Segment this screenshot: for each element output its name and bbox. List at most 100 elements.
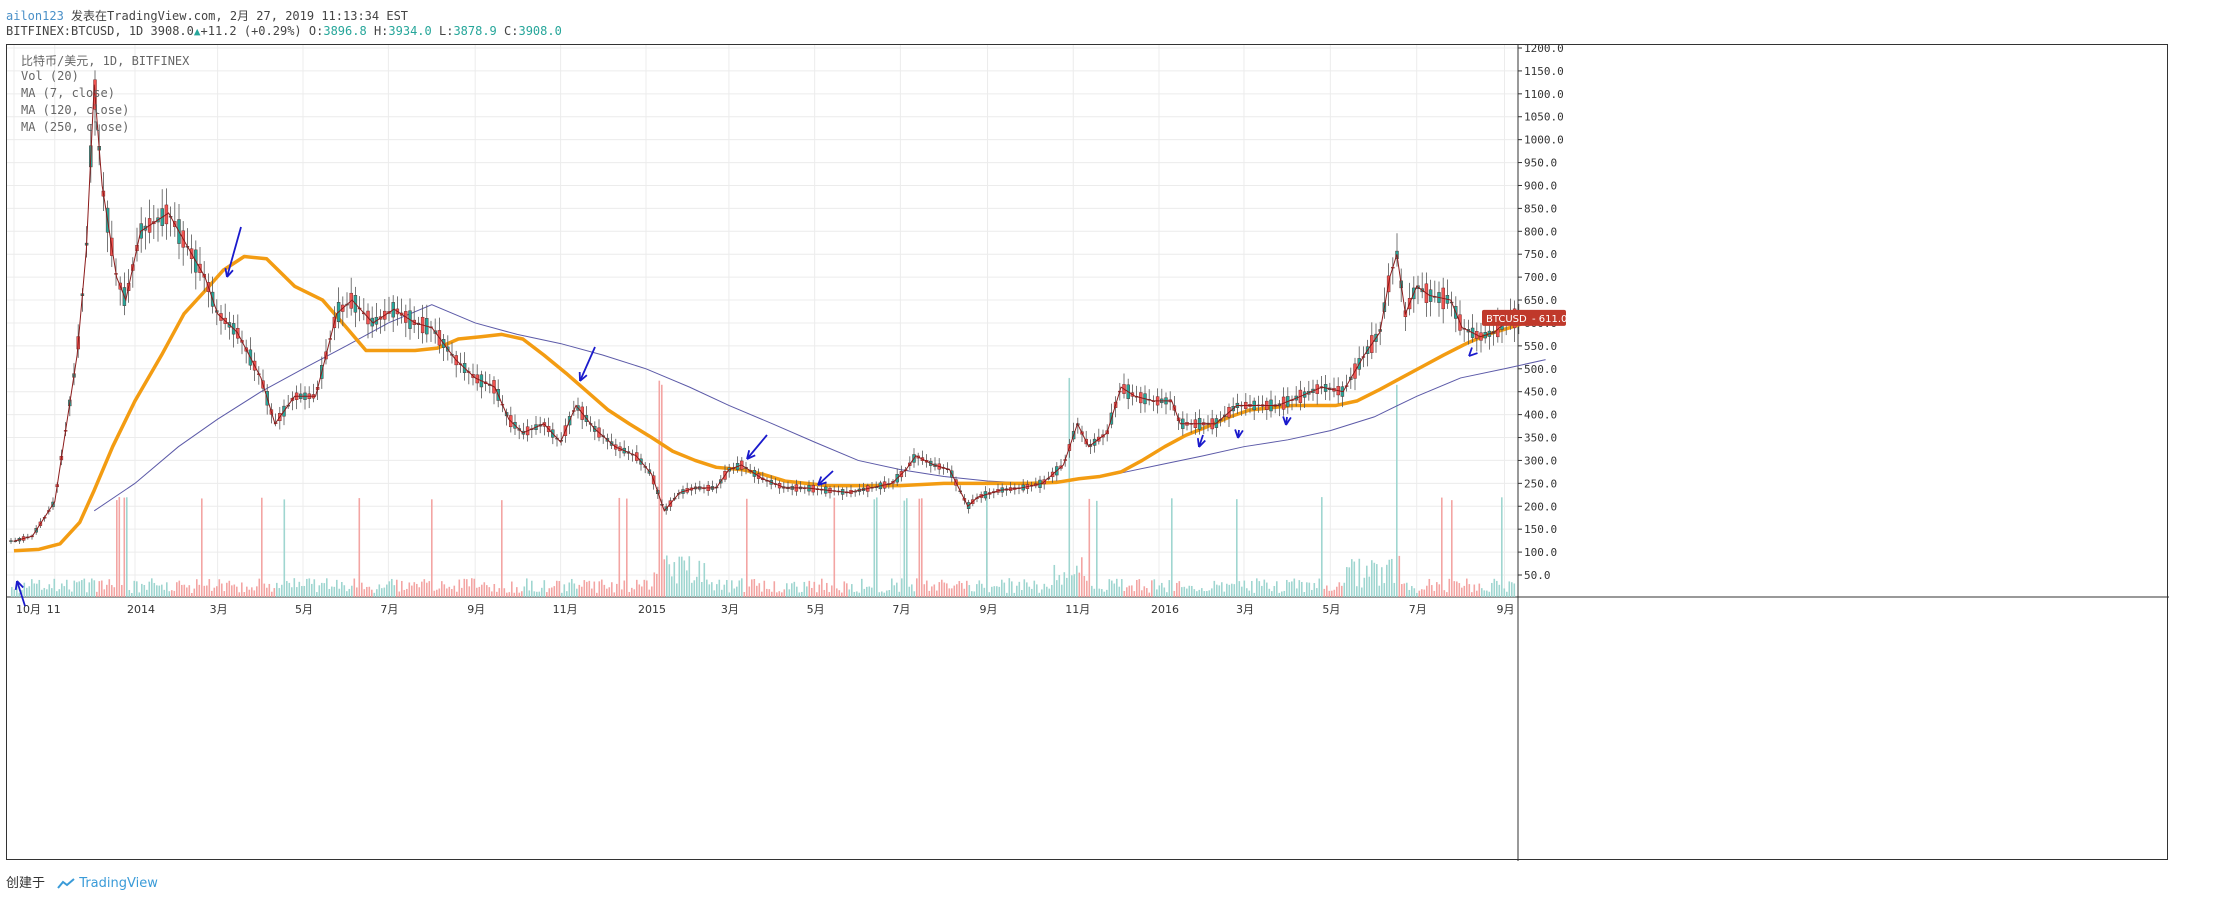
volume-bar [123, 497, 126, 597]
volume-bar [293, 578, 296, 597]
volume-bar [998, 586, 1001, 597]
legend-ma120[interactable]: MA (120, close) [21, 103, 130, 117]
price-chart[interactable]: 50.0 100.0 150.0 200.0 250.0 300.0 350.0 400.0 4… [7, 45, 2169, 861]
chart-frame[interactable]: 50.0 100.0 150.0 200.0 250.0 300.0 350.0 400.0 4… [6, 44, 2169, 861]
volume-bar [916, 578, 918, 597]
ma250-line[interactable] [93, 304, 1546, 512]
volume-bar [906, 498, 908, 597]
volume-bar [356, 587, 358, 597]
volume-bar [301, 586, 303, 597]
volume-bar [903, 500, 906, 597]
volume-bar [1411, 586, 1413, 597]
volume-bar [508, 592, 511, 597]
ohlc-line: BITFINEX:BTCUSD, 1D 3908.0▲+11.2 (+0.29%… [6, 24, 562, 38]
volume-bar [96, 591, 98, 597]
legend-ma7[interactable]: MA (7, close) [21, 86, 115, 100]
volume-bar [531, 580, 533, 597]
tradingview-link[interactable]: TradingView [57, 876, 158, 891]
legend-ma250[interactable]: MA (250, close) [21, 120, 130, 134]
volume-bar [1318, 578, 1321, 597]
volume-bar [1166, 592, 1168, 597]
volume-bar [273, 588, 276, 597]
volume-bar [1266, 582, 1268, 597]
volume-bar [563, 584, 566, 597]
volume-bar [926, 580, 928, 597]
volume-bar [1226, 583, 1228, 597]
volume-bar [236, 586, 238, 597]
volume-bar [1446, 592, 1448, 597]
volume-bar [788, 589, 791, 597]
volume-bar [1336, 586, 1338, 597]
volume-bar [698, 560, 701, 597]
volume-bar [1431, 585, 1433, 597]
volume-bar [1413, 588, 1416, 597]
volume-bar [596, 592, 598, 597]
volume-bar [858, 592, 861, 597]
volume-bar [921, 498, 923, 597]
volume-bar [558, 581, 561, 597]
volume-bar [128, 590, 131, 597]
volume-bar [1171, 498, 1173, 597]
volume-bar [631, 587, 633, 597]
volume-bar [496, 591, 498, 597]
footer: 创建于 TradingView [6, 872, 158, 891]
volume-bar [138, 592, 141, 597]
volume-bar [1426, 585, 1428, 597]
volume-bar [963, 588, 966, 597]
volume-bar [1308, 582, 1311, 597]
volume-bar [1501, 497, 1503, 597]
volume-bar [1208, 590, 1211, 597]
volume-bar [586, 581, 588, 597]
username-link[interactable]: ailon123 [6, 9, 64, 23]
volume-bar [1313, 583, 1316, 597]
volume-bar [831, 585, 833, 597]
volume-bar [23, 582, 26, 597]
volume-bar [46, 589, 48, 597]
volume-bar [1448, 578, 1451, 597]
volume-bar [1386, 564, 1388, 597]
volume-bar [196, 579, 198, 597]
volume-bar [213, 587, 216, 597]
volume-bar [1396, 384, 1398, 597]
volume-bar [621, 589, 623, 597]
volume-bar [1393, 582, 1396, 597]
volume-bar [1363, 577, 1366, 597]
volume-bar [306, 578, 308, 597]
arrow-head-icon [1468, 352, 1478, 357]
ma7-line[interactable] [13, 84, 1540, 542]
arrow-head-icon [817, 481, 827, 486]
volume-bar [118, 497, 121, 597]
legend-vol[interactable]: Vol (20) [21, 69, 79, 83]
volume-bar [1346, 567, 1348, 597]
volume-bar [353, 578, 356, 597]
y-tick-label: 50.0 [1524, 569, 1551, 582]
volume-bar [1051, 584, 1053, 597]
volume-bar [1136, 579, 1138, 597]
volume-bar [1186, 588, 1188, 597]
volume-bar [438, 588, 441, 597]
volume-bar [58, 589, 61, 597]
volume-bar [673, 562, 676, 597]
volume-bar [1376, 564, 1378, 597]
volume-bar [1206, 590, 1208, 597]
volume-bar [1228, 584, 1231, 597]
volume-bar [878, 592, 881, 597]
volume-bar [416, 583, 418, 597]
volume-bar [1456, 581, 1458, 597]
volume-bar [1406, 582, 1408, 597]
volume-bar [971, 591, 973, 597]
volume-bar [851, 584, 853, 597]
volume-bar [188, 585, 191, 597]
volume-bar [856, 591, 858, 597]
arrow-head-icon [579, 374, 588, 382]
volume-bar [991, 586, 993, 597]
volume-bar [398, 591, 401, 597]
volume-bar [156, 585, 158, 597]
volume-bar [361, 582, 363, 597]
candle-body[interactable] [9, 540, 13, 542]
price-tag-value: - 611.0 [1532, 314, 1567, 325]
volume-bar [523, 586, 526, 597]
volume-bar [996, 586, 998, 597]
volume-bar [1233, 584, 1236, 597]
y-tick-label: 950.0 [1524, 157, 1557, 170]
